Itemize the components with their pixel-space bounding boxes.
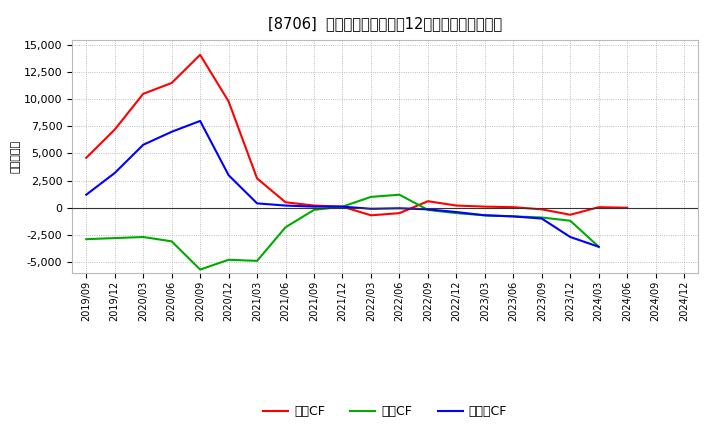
フリーCF [338,204,347,209]
Line: 営業CF: 営業CF [86,55,627,215]
Line: フリーCF: フリーCF [86,121,599,247]
フリーCF [595,244,603,249]
営業CF [225,99,233,104]
投資CF [452,210,461,216]
フリーCF [225,172,233,178]
投資CF [537,215,546,220]
フリーCF [110,170,119,176]
フリーCF [139,142,148,147]
フリーCF [423,207,432,212]
Line: 投資CF: 投資CF [86,195,599,270]
Title: [8706]  キャッシュフローの12か月移動合計の推移: [8706] キャッシュフローの12か月移動合計の推移 [268,16,503,32]
投資CF [139,235,148,240]
投資CF [225,257,233,262]
投資CF [480,213,489,218]
営業CF [452,203,461,208]
投資CF [423,207,432,213]
投資CF [509,214,518,219]
営業CF [423,198,432,204]
フリーCF [395,205,404,211]
営業CF [282,200,290,205]
フリーCF [82,192,91,198]
営業CF [509,205,518,210]
投資CF [253,258,261,264]
営業CF [338,204,347,209]
フリーCF [366,206,375,212]
フリーCF [537,216,546,221]
営業CF [566,212,575,217]
営業CF [366,213,375,218]
営業CF [139,91,148,96]
投資CF [566,218,575,224]
投資CF [110,235,119,241]
営業CF [310,203,318,208]
Legend: 営業CF, 投資CF, フリーCF: 営業CF, 投資CF, フリーCF [258,400,512,423]
投資CF [310,207,318,213]
営業CF [167,81,176,86]
営業CF [82,155,91,161]
投資CF [196,267,204,272]
営業CF [253,176,261,181]
フリーCF [196,118,204,124]
営業CF [480,204,489,209]
フリーCF [253,201,261,206]
フリーCF [167,129,176,135]
営業CF [196,52,204,58]
営業CF [595,205,603,210]
営業CF [395,210,404,216]
営業CF [110,127,119,132]
フリーCF [452,209,461,215]
投資CF [595,244,603,249]
営業CF [623,205,631,210]
投資CF [395,192,404,198]
フリーCF [566,235,575,240]
フリーCF [310,204,318,209]
フリーCF [509,214,518,219]
投資CF [82,237,91,242]
フリーCF [282,203,290,208]
Y-axis label: （百万円）: （百万円） [11,139,21,173]
投資CF [282,224,290,230]
投資CF [338,204,347,209]
フリーCF [480,213,489,218]
投資CF [366,194,375,199]
投資CF [167,239,176,244]
営業CF [537,207,546,212]
